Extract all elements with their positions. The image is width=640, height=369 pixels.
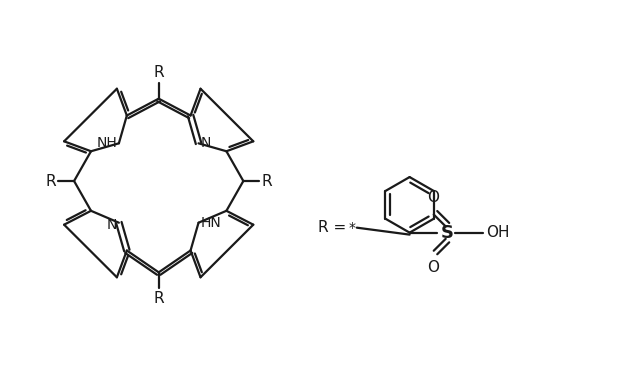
Text: O: O	[428, 261, 440, 275]
Text: R: R	[154, 291, 164, 306]
Text: S: S	[441, 224, 454, 242]
Text: OH: OH	[486, 225, 510, 240]
Text: N: N	[200, 136, 211, 150]
Text: R: R	[261, 173, 272, 189]
Text: R =: R =	[318, 220, 346, 235]
Text: O: O	[428, 190, 440, 205]
Text: N: N	[106, 218, 117, 232]
Text: *: *	[348, 221, 355, 235]
Text: R: R	[45, 173, 56, 189]
Text: NH: NH	[96, 136, 117, 150]
Text: R: R	[154, 65, 164, 80]
Text: HN: HN	[200, 216, 221, 230]
